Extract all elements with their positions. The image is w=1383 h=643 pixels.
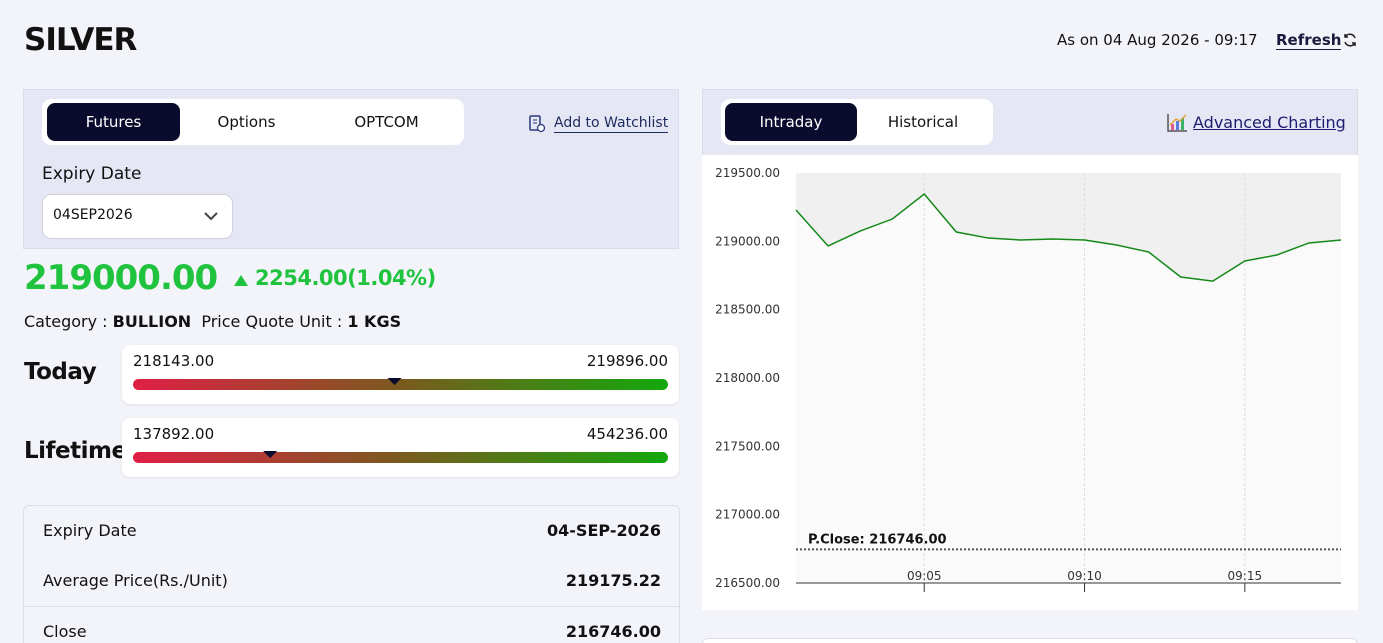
range-label: Today [24, 359, 97, 385]
chart-icon[interactable] [1166, 113, 1188, 133]
tab[interactable]: Options [217, 113, 276, 131]
y-tick-label: 216500.00 [715, 576, 780, 590]
price-change: 2254.00(1.04%) [255, 266, 436, 290]
range-label: Lifetime [24, 438, 127, 464]
watchlist-icon[interactable] [528, 115, 546, 133]
range-card: 218143.00 219896.00 [122, 345, 679, 404]
y-tick-label: 219500.00 [715, 166, 780, 180]
y-tick-label: 217000.00 [715, 508, 780, 522]
price-marker [387, 378, 402, 385]
cell-label: Expiry Date [43, 521, 137, 540]
tab[interactable]: Historical [887, 113, 959, 131]
range-track [133, 379, 668, 390]
unit-value: 1 KGS [347, 312, 402, 331]
as-on: As on 04 Aug 2026 - 09:17 [1057, 31, 1258, 49]
tab[interactable]: OPTCOM [354, 113, 419, 131]
expiry-select[interactable]: 04SEP2026 [42, 194, 233, 239]
range-track [133, 452, 668, 463]
table-row: Average Price(Rs./Unit) 219175.22 [23, 556, 680, 607]
page-title: SILVER [24, 22, 137, 58]
next-card [702, 638, 1358, 643]
tab[interactable]: Intraday [725, 103, 857, 141]
chart-tab-bar: Intraday Historical [721, 99, 993, 145]
category: Category : BULLION Price Quote Unit : 1 … [24, 312, 401, 331]
refresh-link[interactable]: Refresh [1276, 31, 1342, 50]
up-arrow [234, 275, 248, 286]
range-high: 454236.00 [586, 425, 668, 443]
x-tick-label: 09:15 [1228, 569, 1263, 583]
price-line [795, 193, 1342, 282]
intraday-chart: 216500.00 217000.00 217500.00 218000.00 2185… [702, 155, 1358, 610]
range-low: 218143.00 [133, 352, 215, 370]
range-card: 137892.00 454236.00 [122, 418, 679, 477]
cell-label: Average Price(Rs./Unit) [43, 571, 228, 590]
price: 219000.00 [24, 258, 218, 298]
y-tick-label: 218500.00 [715, 303, 780, 317]
pclose-label: P.Close: 216746.00 [808, 532, 947, 547]
tab[interactable]: Futures [47, 103, 180, 141]
x-tick-label: 09:10 [1067, 569, 1102, 583]
refresh-icon[interactable] [1342, 32, 1358, 48]
y-tick-label: 219000.00 [715, 234, 780, 248]
expiry-value: 04SEP2026 [53, 207, 133, 223]
cell-value: 04-SEP-2026 [547, 521, 661, 540]
y-tick-label: 217500.00 [715, 439, 780, 453]
tab-bar: Futures Options OPTCOM [42, 99, 464, 145]
category-label: Category : [24, 312, 108, 331]
area-above [796, 173, 1341, 282]
cell-value: 219175.22 [565, 571, 661, 590]
watchlist-link[interactable]: Add to Watchlist [554, 115, 669, 133]
y-tick-label: 218000.00 [715, 371, 780, 385]
cell-label: Close [43, 622, 87, 641]
range-bar [133, 451, 668, 463]
advanced-charting-link[interactable]: Advanced Charting [1193, 113, 1346, 132]
range-high: 219896.00 [586, 352, 668, 370]
table-row: Expiry Date 04-SEP-2026 [23, 505, 680, 557]
unit-label: Price Quote Unit : [201, 312, 343, 331]
price-marker [263, 451, 278, 458]
expiry-label: Expiry Date [42, 164, 142, 184]
range-low: 137892.00 [133, 425, 215, 443]
cell-value: 216746.00 [565, 622, 661, 641]
x-tick-label: 09:05 [907, 569, 942, 583]
range-bar [133, 378, 668, 390]
chevron [204, 212, 218, 221]
table-row: Close 216746.00 [23, 607, 680, 643]
category-value: BULLION [112, 312, 192, 331]
